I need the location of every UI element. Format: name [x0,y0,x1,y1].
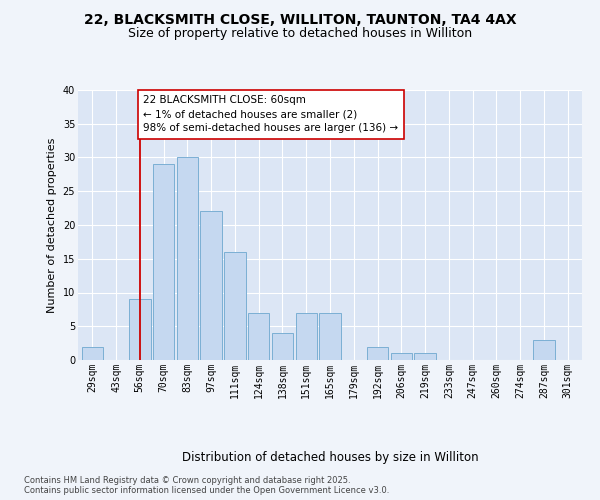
Bar [224,252,245,360]
Text: Distribution of detached houses by size in Williton: Distribution of detached houses by size … [182,451,478,464]
Text: 22 BLACKSMITH CLOSE: 60sqm
← 1% of detached houses are smaller (2)
98% of semi-d: 22 BLACKSMITH CLOSE: 60sqm ← 1% of detac… [143,96,398,134]
Bar [200,212,222,360]
Bar [367,346,388,360]
Bar [82,346,103,360]
Y-axis label: Number of detached properties: Number of detached properties [47,138,57,312]
Bar [296,313,317,360]
Bar [415,353,436,360]
Bar [319,313,341,360]
Bar [533,340,554,360]
Bar [391,353,412,360]
Bar [176,158,198,360]
Bar [129,299,151,360]
Bar [272,333,293,360]
Text: 22, BLACKSMITH CLOSE, WILLITON, TAUNTON, TA4 4AX: 22, BLACKSMITH CLOSE, WILLITON, TAUNTON,… [83,12,517,26]
Bar [248,313,269,360]
Text: Size of property relative to detached houses in Williton: Size of property relative to detached ho… [128,28,472,40]
Text: Contains HM Land Registry data © Crown copyright and database right 2025.
Contai: Contains HM Land Registry data © Crown c… [24,476,389,495]
Bar [153,164,174,360]
